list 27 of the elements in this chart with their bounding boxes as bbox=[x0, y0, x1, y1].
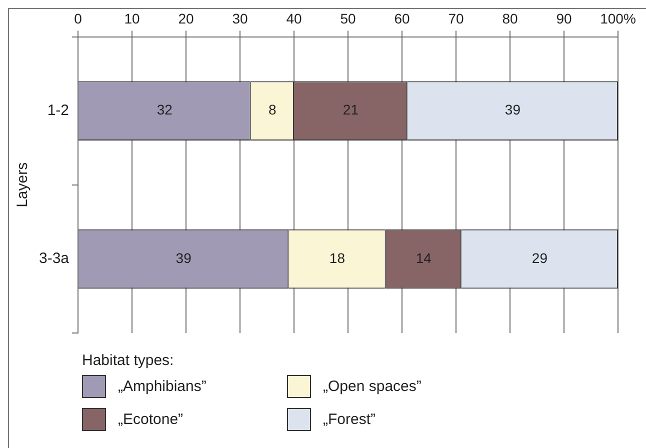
x-tick-label: 80 bbox=[502, 10, 518, 26]
legend-title: Habitat types: bbox=[82, 352, 175, 369]
x-tick-label: 70 bbox=[448, 10, 464, 26]
y-tick-label: 1-2 bbox=[47, 102, 70, 119]
data-label: 39 bbox=[176, 250, 192, 266]
y-axis-title: Layers bbox=[14, 162, 32, 208]
x-tick-label: 20 bbox=[178, 10, 194, 26]
x-tick-label: 90 bbox=[556, 10, 572, 26]
legend-label: „Forest” bbox=[323, 411, 376, 428]
legend-label: „Open spaces” bbox=[323, 378, 422, 395]
data-label: 39 bbox=[504, 102, 521, 118]
data-label: 8 bbox=[268, 102, 277, 118]
data-label: 18 bbox=[329, 250, 346, 266]
x-tick-label: 100% bbox=[600, 10, 636, 26]
data-label: 29 bbox=[532, 250, 548, 266]
data-label: 21 bbox=[342, 102, 359, 118]
legend-label: „Ecotone” bbox=[118, 411, 184, 428]
x-tick-label: 30 bbox=[232, 10, 248, 26]
x-tick-label: 40 bbox=[286, 10, 302, 26]
data-label: 14 bbox=[416, 250, 432, 266]
x-tick-label: 0 bbox=[74, 10, 82, 26]
data-label: 32 bbox=[156, 102, 173, 118]
x-tick-label: 60 bbox=[394, 10, 410, 26]
x-tick-label: 10 bbox=[124, 10, 140, 26]
legend-label: „Amphibians” bbox=[118, 378, 206, 395]
y-tick-label: 3-3a bbox=[38, 250, 70, 268]
x-tick-label: 50 bbox=[340, 10, 356, 26]
